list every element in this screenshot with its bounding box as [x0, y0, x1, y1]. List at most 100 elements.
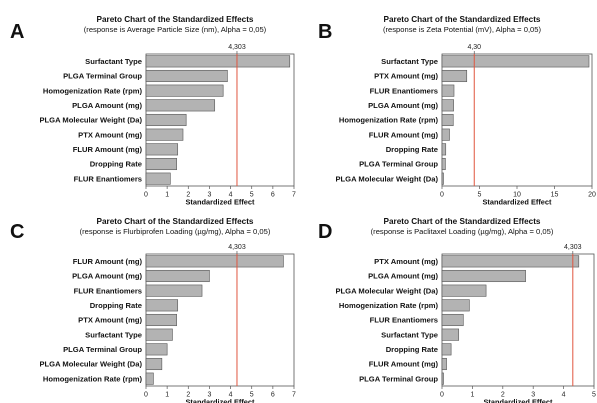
- x-tick-label: 6: [271, 192, 275, 199]
- effect-bar: [145, 113, 187, 127]
- chart-subtitle: (response is Average Particle Size (nm),…: [84, 25, 267, 34]
- x-tick-label: 4: [229, 192, 233, 199]
- x-axis-label: Standardized Effect: [186, 398, 256, 403]
- category-label: Surfactant Type: [381, 57, 438, 66]
- category-label: Surfactant Type: [85, 57, 142, 66]
- category-label: FLUR Amount (mg): [73, 145, 143, 154]
- category-label: Dropping Rate: [90, 301, 142, 310]
- x-tick-label: 0: [440, 192, 444, 199]
- effect-bar: [441, 269, 526, 283]
- category-label: PTX Amount (mg): [78, 316, 142, 325]
- effect-bar: [441, 328, 460, 341]
- panel-letter: D: [318, 221, 332, 243]
- chart-subtitle: (response is Flurbiprofen Loading (µg/mg…: [80, 227, 271, 236]
- x-tick-label: 3: [207, 392, 211, 399]
- effect-bar: [145, 128, 184, 141]
- effect-bar: [145, 99, 216, 112]
- category-label: PLGA Amount (mg): [368, 101, 438, 110]
- x-tick-label: 0: [144, 392, 148, 399]
- x-tick-label: 10: [513, 192, 521, 199]
- panel-b: B Pareto Chart of the Standardized Effect…: [318, 15, 596, 207]
- category-label: FLUR Amount (mg): [73, 257, 143, 266]
- effect-bar: [145, 328, 173, 341]
- category-label: Homogenization Rate (rpm): [43, 374, 143, 383]
- effect-bar: [145, 143, 179, 156]
- category-label: Dropping Rate: [386, 345, 438, 354]
- x-tick-label: 3: [207, 192, 211, 199]
- reference-value-label: 4,303: [564, 244, 582, 251]
- effect-bar: [145, 55, 291, 68]
- panel-c: C Pareto Chart of the Standardized Effect…: [10, 217, 296, 403]
- x-tick-label: 2: [186, 392, 190, 399]
- category-label: FLUR Enantiomers: [370, 316, 438, 325]
- effect-bar: [441, 343, 452, 356]
- chart-title: Pareto Chart of the Standardized Effects: [97, 217, 254, 226]
- x-tick-label: 4: [229, 392, 233, 399]
- x-tick-label: 7: [292, 192, 296, 199]
- panel-letter: C: [10, 221, 24, 243]
- category-label: FLUR Enantiomers: [370, 86, 438, 95]
- effect-bar: [441, 143, 447, 156]
- category-label: PLGA Molecular Weight (Da): [39, 360, 142, 369]
- x-tick-label: 1: [470, 392, 474, 399]
- x-tick-label: 1: [165, 192, 169, 199]
- category-label: Homogenization Rate (rpm): [339, 301, 439, 310]
- panel-letter: A: [10, 21, 24, 43]
- category-label: Homogenization Rate (rpm): [43, 86, 143, 95]
- effect-bar: [441, 284, 487, 297]
- chart-title: Pareto Chart of the Standardized Effects: [384, 15, 541, 24]
- category-label: Dropping Rate: [386, 145, 438, 154]
- reference-value-label: 4,30: [467, 44, 481, 51]
- chart-subtitle: (response is Paclitaxel Loading (µg/mg),…: [371, 227, 554, 236]
- effect-bar: [441, 172, 444, 185]
- effect-bar: [145, 299, 179, 312]
- category-label: FLUR Amount (mg): [369, 360, 439, 369]
- category-label: PTX Amount (mg): [78, 130, 142, 139]
- effect-bar: [145, 269, 210, 283]
- reference-value-label: 4,303: [228, 244, 246, 251]
- effect-bar: [441, 157, 446, 171]
- chart-title: Pareto Chart of the Standardized Effects: [384, 217, 541, 226]
- x-axis-label: Standardized Effect: [186, 198, 256, 207]
- effect-bar: [145, 357, 163, 371]
- category-label: Surfactant Type: [85, 330, 142, 339]
- effect-bar: [145, 84, 224, 97]
- chart-subtitle: (response is Zeta Potential (mV), Alpha …: [383, 25, 542, 34]
- x-tick-label: 5: [592, 392, 596, 399]
- effect-bar: [145, 69, 228, 83]
- effect-bar: [441, 128, 450, 141]
- x-tick-label: 15: [551, 192, 559, 199]
- effect-bar: [441, 372, 444, 385]
- effect-bar: [145, 372, 154, 385]
- effect-bar: [145, 343, 168, 356]
- x-tick-label: 2: [501, 392, 505, 399]
- effect-bar: [441, 299, 470, 312]
- x-axis-label: Standardized Effect: [484, 398, 554, 403]
- effect-bar: [441, 357, 447, 371]
- effect-bar: [441, 255, 580, 268]
- category-label: PTX Amount (mg): [374, 72, 438, 81]
- effect-bar: [441, 84, 455, 97]
- x-tick-label: 4: [562, 392, 566, 399]
- category-label: PLGA Terminal Group: [63, 72, 142, 81]
- x-tick-label: 6: [271, 392, 275, 399]
- effect-bar: [441, 99, 454, 112]
- x-tick-label: 5: [250, 392, 254, 399]
- category-label: FLUR Enantiomers: [74, 286, 142, 295]
- effect-bar: [441, 313, 464, 327]
- category-label: PLGA Terminal Group: [359, 160, 438, 169]
- effect-bar: [441, 113, 454, 127]
- effect-bar: [441, 55, 590, 68]
- panel-a: A Pareto Chart of the Standardized Effect…: [10, 15, 296, 207]
- panel-letter: B: [318, 21, 332, 43]
- effect-bar: [145, 172, 171, 185]
- x-tick-label: 0: [440, 392, 444, 399]
- effect-bar: [145, 284, 203, 297]
- category-label: PTX Amount (mg): [374, 257, 438, 266]
- x-tick-label: 7: [292, 392, 296, 399]
- x-tick-label: 1: [165, 392, 169, 399]
- category-label: FLUR Amount (mg): [369, 130, 439, 139]
- x-tick-label: 3: [531, 392, 535, 399]
- category-label: PLGA Terminal Group: [359, 374, 438, 383]
- category-label: Dropping Rate: [90, 160, 142, 169]
